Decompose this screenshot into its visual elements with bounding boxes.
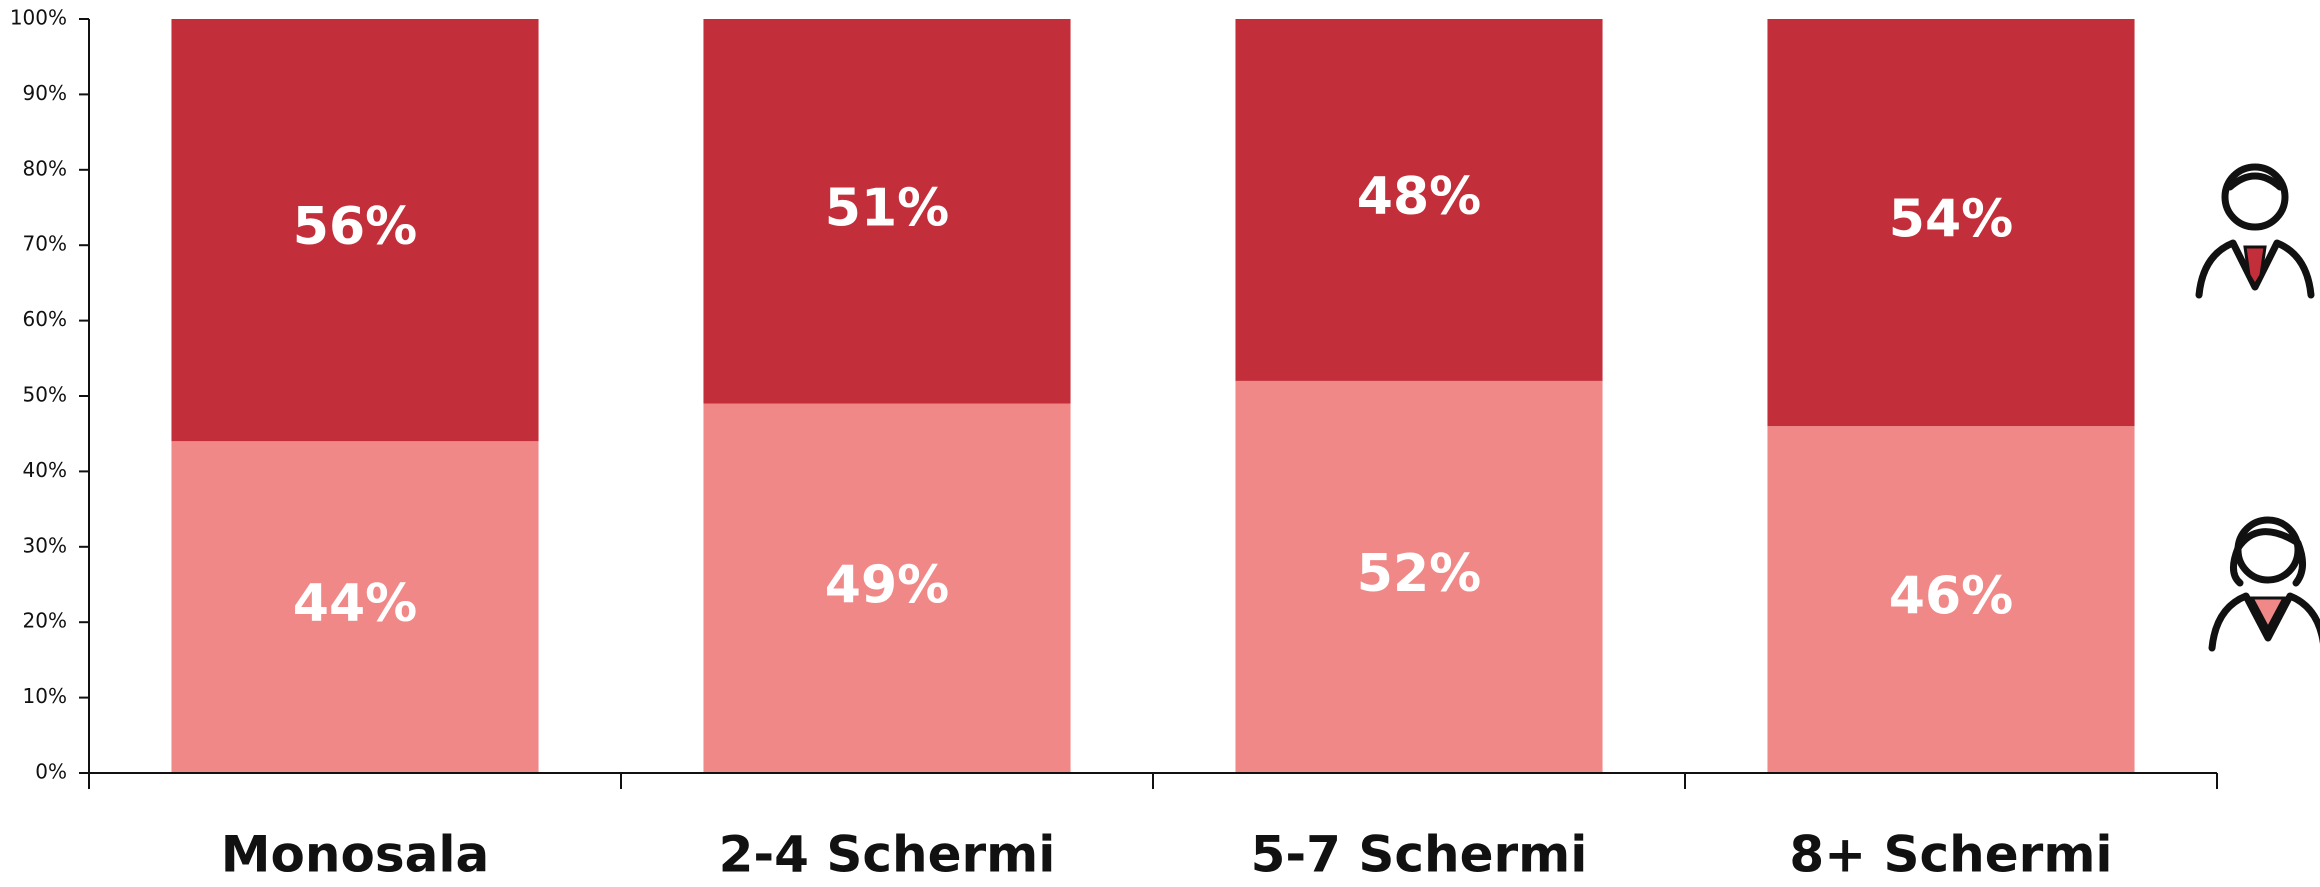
y-tick-label: 10% xyxy=(23,684,67,708)
bar-segment xyxy=(1235,380,1603,773)
y-tick-label: 0% xyxy=(35,760,67,784)
y-tick-label: 20% xyxy=(23,609,67,633)
x-tick-label: 8+ Schermi xyxy=(1789,826,2112,884)
bar-segment xyxy=(1767,19,2135,427)
y-tick-label: 80% xyxy=(23,156,67,180)
y-tick-label: 60% xyxy=(23,307,67,331)
bar-segment xyxy=(703,19,1071,404)
value-label: 54% xyxy=(1889,190,2013,250)
value-label: 56% xyxy=(293,197,417,257)
value-label: 46% xyxy=(1889,567,2013,627)
value-label: 52% xyxy=(1357,544,1481,604)
bar-segment xyxy=(1235,19,1603,381)
value-label: 51% xyxy=(825,178,949,238)
male-icon xyxy=(2195,163,2315,299)
x-tick-label: 5-7 Schermi xyxy=(1251,826,1588,884)
value-label: 48% xyxy=(1357,167,1481,227)
value-label: 44% xyxy=(293,574,417,634)
bar-segment xyxy=(171,19,539,442)
y-tick-label: 100% xyxy=(10,6,67,30)
bar-segment xyxy=(171,441,539,773)
y-tick-label: 90% xyxy=(23,81,67,105)
y-tick-label: 30% xyxy=(23,533,67,557)
y-tick-label: 50% xyxy=(23,383,67,407)
y-tick-label: 70% xyxy=(23,232,67,256)
x-tick-label: 2-4 Schermi xyxy=(719,826,1056,884)
y-tick-label: 40% xyxy=(23,458,67,482)
x-tick-label: Monosala xyxy=(221,826,489,884)
value-label: 49% xyxy=(825,555,949,615)
bar-segment xyxy=(703,403,1071,773)
female-icon xyxy=(2208,516,2320,652)
bar-segment xyxy=(1767,426,2135,773)
